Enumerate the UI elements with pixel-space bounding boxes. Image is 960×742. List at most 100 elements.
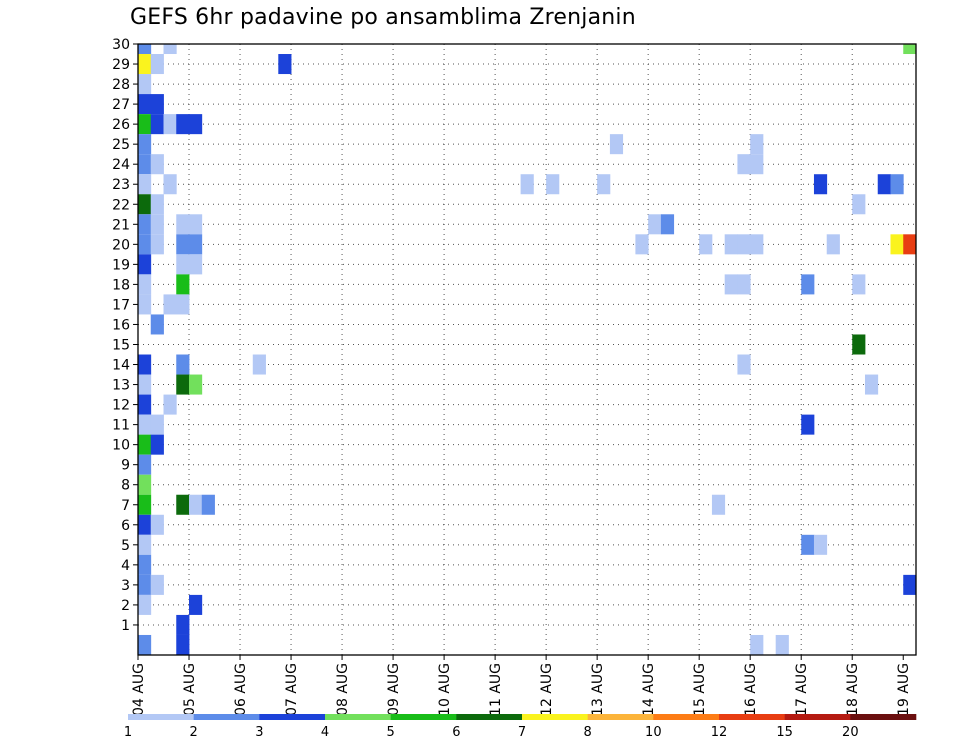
- precip-cell: [138, 434, 152, 455]
- precip-cell: [150, 94, 164, 115]
- precip-cell: [138, 634, 152, 655]
- precip-cell: [176, 614, 190, 635]
- precip-cell: [150, 314, 164, 335]
- precip-cell: [737, 154, 751, 175]
- x-tick-label: 14 AUG: [641, 663, 657, 716]
- precip-cell: [138, 474, 152, 495]
- precip-cell: [138, 154, 152, 175]
- precip-cell: [176, 114, 190, 135]
- y-axis: 1234567891011121314151617181920212223242…: [112, 37, 138, 634]
- x-tick-label: 07 AUG: [284, 663, 300, 716]
- precip-cell: [138, 234, 152, 255]
- y-tick-label: 10: [112, 438, 130, 454]
- precip-cell: [150, 434, 164, 455]
- precip-cell: [176, 354, 190, 375]
- precip-cell: [801, 414, 815, 435]
- precip-cell: [189, 494, 203, 515]
- precip-cell: [138, 554, 152, 575]
- precip-cell: [150, 574, 164, 595]
- precip-cell: [890, 174, 904, 195]
- x-tick-label: 18 AUG: [845, 663, 861, 716]
- y-tick-label: 22: [112, 197, 130, 213]
- y-tick-label: 26: [112, 117, 130, 133]
- y-tick-label: 13: [112, 378, 130, 394]
- precip-cell: [150, 194, 164, 215]
- x-tick-label: 19 AUG: [896, 663, 912, 716]
- colorbar-segment: [522, 714, 588, 720]
- x-tick-label: 17 AUG: [794, 663, 810, 716]
- y-tick-label: 15: [112, 337, 130, 353]
- precip-cell: [852, 194, 866, 215]
- precip-cell: [189, 114, 203, 135]
- colorbar-segment: [784, 714, 851, 720]
- precip-cell: [189, 374, 203, 395]
- y-tick-label: 1: [121, 618, 130, 634]
- precip-cell: [801, 274, 815, 295]
- y-tick-label: 9: [121, 458, 130, 474]
- precip-cell: [138, 414, 152, 435]
- precip-cell: [189, 214, 203, 235]
- precip-cell: [138, 574, 152, 595]
- precip-cell: [176, 254, 190, 275]
- y-tick-label: 17: [112, 297, 130, 313]
- precip-cells: [138, 44, 917, 655]
- precip-cell: [520, 174, 534, 195]
- precip-cell: [150, 54, 164, 75]
- x-tick-label: 11 AUG: [488, 663, 504, 716]
- x-tick-label: 13 AUG: [590, 663, 606, 716]
- y-tick-label: 27: [112, 97, 130, 113]
- colorbar-segment: [653, 714, 720, 720]
- precip-cell: [138, 274, 152, 295]
- y-tick-label: 24: [112, 157, 130, 173]
- colorbar-segment: [719, 714, 785, 720]
- precip-cell: [163, 114, 177, 135]
- y-tick-label: 2: [121, 598, 130, 614]
- precip-cell: [711, 494, 726, 515]
- y-tick-label: 25: [112, 137, 130, 153]
- y-tick-label: 16: [112, 317, 130, 333]
- precip-cell: [163, 294, 177, 315]
- precip-cell: [138, 534, 152, 555]
- precip-cell: [750, 234, 764, 255]
- y-tick-label: 7: [121, 498, 130, 514]
- precip-cell: [138, 214, 152, 235]
- colorbar-label: 2: [190, 725, 198, 740]
- precip-cell: [176, 274, 190, 295]
- precip-cell: [775, 634, 789, 655]
- precip-cell: [189, 254, 203, 275]
- precip-cell: [737, 354, 751, 375]
- colorbar-label: 7: [518, 725, 526, 740]
- x-tick-label: 12 AUG: [539, 663, 555, 716]
- x-tick-label: 15 AUG: [692, 663, 708, 716]
- colorbar-label: 1: [124, 725, 132, 740]
- colorbar-label: 12: [711, 725, 728, 740]
- precip-cell: [176, 234, 190, 255]
- precip-cell: [852, 274, 866, 295]
- precip-cell: [724, 274, 738, 295]
- precip-cell: [801, 534, 815, 555]
- precip-cell: [724, 234, 738, 255]
- precip-cell: [813, 174, 828, 195]
- precip-cell: [138, 254, 152, 275]
- precip-cell: [138, 194, 152, 215]
- precip-cell: [737, 274, 751, 295]
- precip-cell: [903, 234, 917, 255]
- precip-cell: [138, 514, 152, 535]
- y-tick-label: 12: [112, 398, 130, 414]
- precip-cell: [903, 44, 917, 55]
- precip-cell: [138, 134, 152, 155]
- precip-cell: [138, 594, 152, 615]
- precip-cell: [138, 74, 152, 95]
- precip-cell: [150, 114, 164, 135]
- precip-cell: [150, 234, 164, 255]
- x-axis: 04 AUG 05 AUG 06 AUG 07 AUG 08 AUG 09 AUG 10 A…: [131, 655, 912, 716]
- precip-cell: [737, 234, 751, 255]
- precip-cell: [699, 234, 713, 255]
- precip-cell: [176, 294, 190, 315]
- y-tick-label: 18: [112, 277, 130, 293]
- precip-cell: [150, 514, 164, 535]
- colorbar-label: 6: [452, 725, 460, 740]
- precip-cell: [138, 94, 152, 115]
- x-tick-label: 06 AUG: [233, 663, 249, 716]
